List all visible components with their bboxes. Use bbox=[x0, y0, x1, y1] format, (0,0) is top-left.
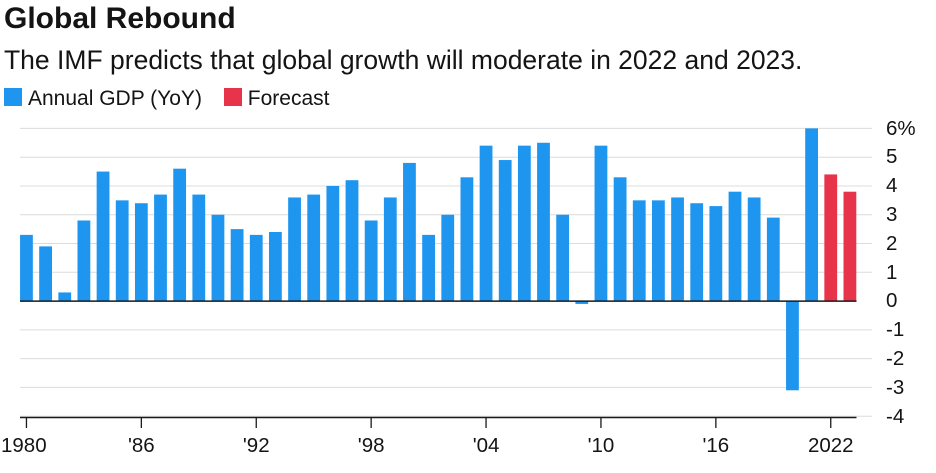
svg-text:-3: -3 bbox=[886, 376, 904, 399]
svg-text:'16: '16 bbox=[702, 434, 729, 457]
svg-text:4: 4 bbox=[886, 174, 897, 197]
svg-text:'98: '98 bbox=[358, 434, 385, 457]
svg-text:3: 3 bbox=[886, 203, 897, 226]
svg-text:0: 0 bbox=[886, 289, 897, 312]
svg-text:'86: '86 bbox=[128, 434, 155, 457]
svg-text:2: 2 bbox=[886, 232, 897, 255]
svg-text:'92: '92 bbox=[243, 434, 270, 457]
svg-text:'04: '04 bbox=[473, 434, 500, 457]
svg-text:2022: 2022 bbox=[808, 434, 854, 457]
svg-text:-4: -4 bbox=[886, 405, 904, 428]
svg-text:6%: 6% bbox=[886, 117, 916, 140]
svg-text:'10: '10 bbox=[588, 434, 615, 457]
svg-text:1: 1 bbox=[886, 261, 897, 284]
svg-text:-1: -1 bbox=[886, 318, 904, 341]
svg-text:1980: 1980 bbox=[1, 434, 47, 457]
svg-text:-2: -2 bbox=[886, 347, 904, 370]
svg-text:5: 5 bbox=[886, 145, 897, 168]
